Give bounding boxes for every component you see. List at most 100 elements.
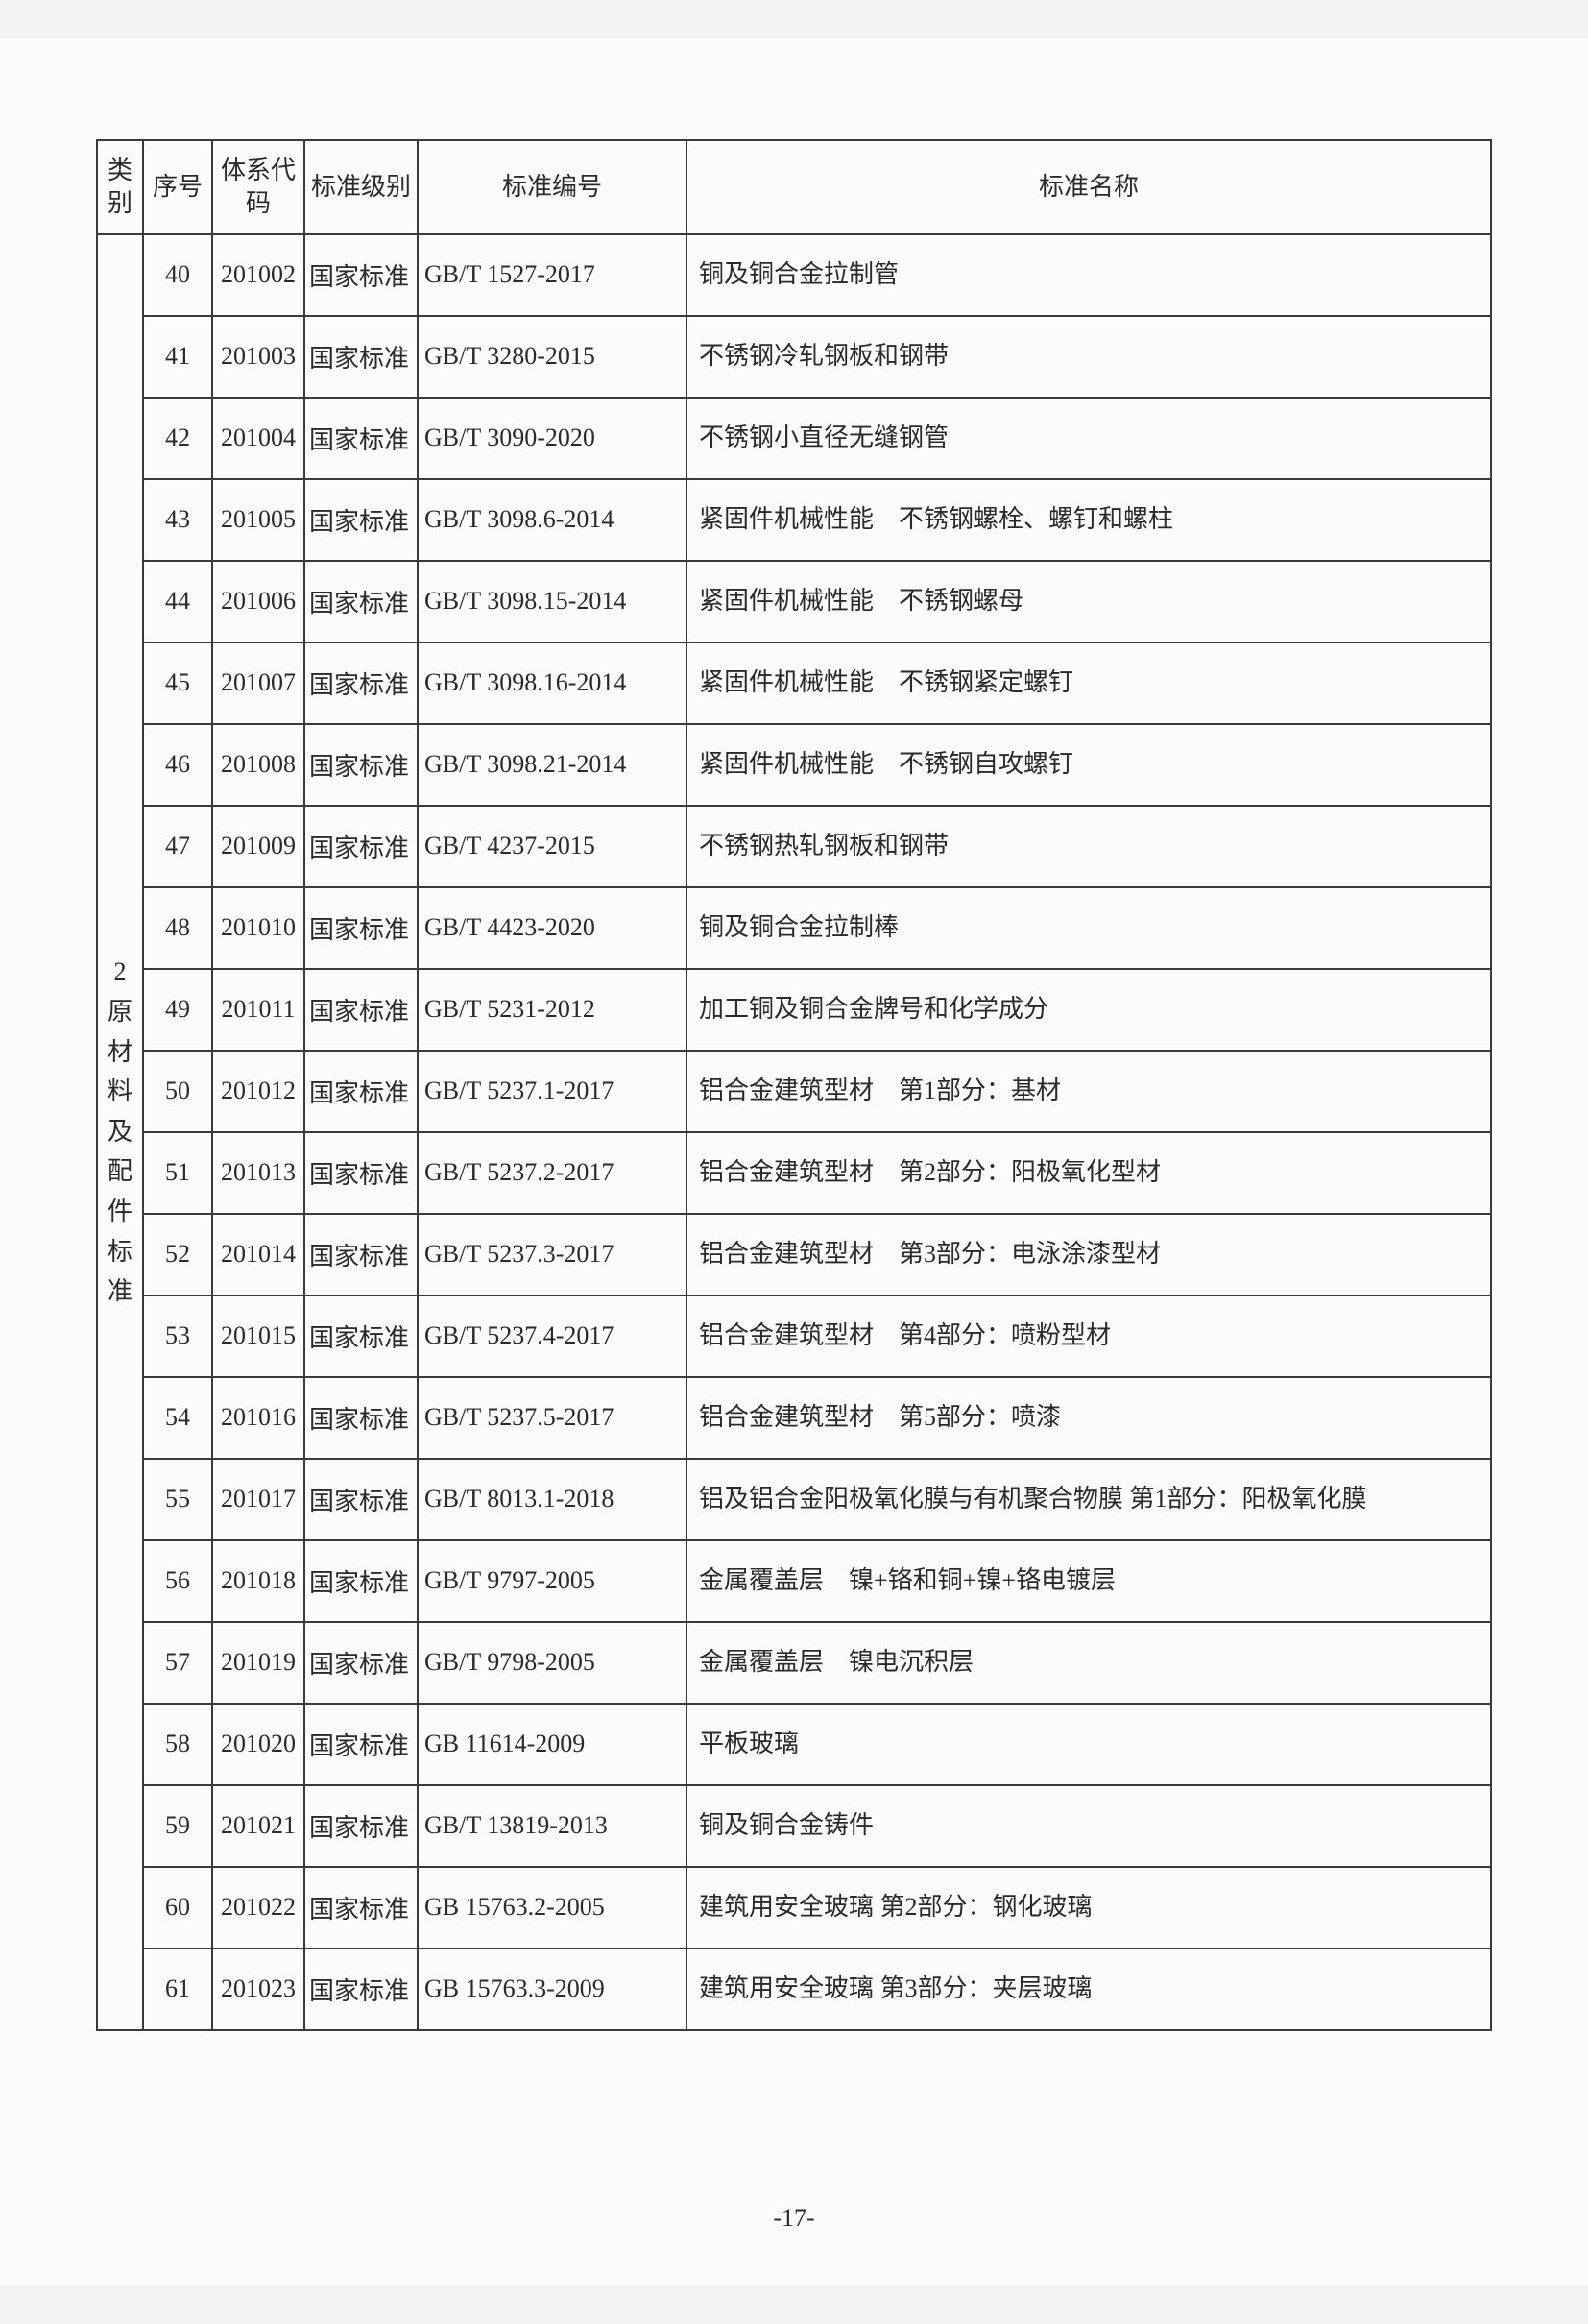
table-row: 42201004国家标准GB/T 3090-2020不锈钢小直径无缝钢管 [97,398,1491,479]
cell-seq: 57 [143,1622,212,1704]
cell-seq: 51 [143,1132,212,1214]
cell-level: 国家标准 [304,398,418,479]
cell-seq: 48 [143,887,212,969]
cell-name: 铝合金建筑型材 第1部分：基材 [686,1051,1491,1132]
table-row: 44201006国家标准GB/T 3098.15-2014紧固件机械性能 不锈钢… [97,561,1491,642]
cell-level: 国家标准 [304,1132,418,1214]
header-seq: 序号 [143,140,212,234]
cell-name: 紧固件机械性能 不锈钢自攻螺钉 [686,724,1491,806]
cell-level: 国家标准 [304,642,418,724]
cell-code: GB 15763.3-2009 [418,1949,686,2030]
table-row: 59201021国家标准GB/T 13819-2013铜及铜合金铸件 [97,1785,1491,1867]
cell-level: 国家标准 [304,234,418,316]
cell-name: 建筑用安全玻璃 第3部分：夹层玻璃 [686,1949,1491,2030]
cell-sys: 201022 [212,1867,304,1949]
cell-seq: 50 [143,1051,212,1132]
cell-sys: 201006 [212,561,304,642]
table-row: 47201009国家标准GB/T 4237-2015不锈钢热轧钢板和钢带 [97,806,1491,887]
cell-level: 国家标准 [304,887,418,969]
cell-name: 铝及铝合金阳极氧化膜与有机聚合物膜 第1部分：阳极氧化膜 [686,1459,1491,1540]
cell-name: 不锈钢小直径无缝钢管 [686,398,1491,479]
table-row: 43201005国家标准GB/T 3098.6-2014紧固件机械性能 不锈钢螺… [97,479,1491,561]
cell-seq: 46 [143,724,212,806]
cell-code: GB 15763.2-2005 [418,1867,686,1949]
cell-level: 国家标准 [304,1295,418,1377]
cell-sys: 201008 [212,724,304,806]
cell-name: 不锈钢热轧钢板和钢带 [686,806,1491,887]
cell-sys: 201014 [212,1214,304,1295]
cell-sys: 201005 [212,479,304,561]
cell-seq: 52 [143,1214,212,1295]
cell-seq: 45 [143,642,212,724]
cell-name: 铝合金建筑型材 第3部分：电泳涂漆型材 [686,1214,1491,1295]
cell-level: 国家标准 [304,724,418,806]
cell-level: 国家标准 [304,1214,418,1295]
cell-name: 紧固件机械性能 不锈钢螺母 [686,561,1491,642]
cell-sys: 201007 [212,642,304,724]
cell-sys: 201021 [212,1785,304,1867]
table-row: 49201011国家标准GB/T 5231-2012加工铜及铜合金牌号和化学成分 [97,969,1491,1051]
cell-name: 不锈钢冷轧钢板和钢带 [686,316,1491,398]
header-name: 标准名称 [686,140,1491,234]
cell-code: GB/T 5231-2012 [418,969,686,1051]
table-row: 2原材料及配件标准40201002国家标准GB/T 1527-2017铜及铜合金… [97,234,1491,316]
cell-code: GB/T 5237.4-2017 [418,1295,686,1377]
cell-sys: 201013 [212,1132,304,1214]
cell-seq: 41 [143,316,212,398]
cell-level: 国家标准 [304,1459,418,1540]
cell-code: GB/T 3098.15-2014 [418,561,686,642]
cell-name: 平板玻璃 [686,1704,1491,1785]
cell-sys: 201003 [212,316,304,398]
table-row: 45201007国家标准GB/T 3098.16-2014紧固件机械性能 不锈钢… [97,642,1491,724]
table-row: 56201018国家标准GB/T 9797-2005金属覆盖层 镍+铬和铜+镍+… [97,1540,1491,1622]
cell-sys: 201023 [212,1949,304,2030]
table-row: 53201015国家标准GB/T 5237.4-2017铝合金建筑型材 第4部分… [97,1295,1491,1377]
cell-code: GB/T 13819-2013 [418,1785,686,1867]
cell-seq: 55 [143,1459,212,1540]
cell-code: GB/T 5237.2-2017 [418,1132,686,1214]
cell-name: 铜及铜合金铸件 [686,1785,1491,1867]
cell-sys: 201009 [212,806,304,887]
cell-level: 国家标准 [304,1051,418,1132]
table-row: 41201003国家标准GB/T 3280-2015不锈钢冷轧钢板和钢带 [97,316,1491,398]
cell-seq: 49 [143,969,212,1051]
table-row: 61201023国家标准GB 15763.3-2009建筑用安全玻璃 第3部分：… [97,1949,1491,2030]
table-row: 48201010国家标准GB/T 4423-2020铜及铜合金拉制棒 [97,887,1491,969]
cell-name: 金属覆盖层 镍电沉积层 [686,1622,1491,1704]
category-cell: 2原材料及配件标准 [97,234,143,2030]
cell-level: 国家标准 [304,1377,418,1459]
cell-level: 国家标准 [304,1704,418,1785]
cell-code: GB/T 4237-2015 [418,806,686,887]
cell-sys: 201012 [212,1051,304,1132]
cell-level: 国家标准 [304,561,418,642]
standards-table: 类别 序号 体系代码 标准级别 标准编号 标准名称 2原材料及配件标准40201… [96,139,1492,2031]
table-row: 54201016国家标准GB/T 5237.5-2017铝合金建筑型材 第5部分… [97,1377,1491,1459]
cell-code: GB/T 3098.6-2014 [418,479,686,561]
table-body: 2原材料及配件标准40201002国家标准GB/T 1527-2017铜及铜合金… [97,234,1491,2030]
cell-name: 紧固件机械性能 不锈钢紧定螺钉 [686,642,1491,724]
cell-seq: 59 [143,1785,212,1867]
cell-sys: 201011 [212,969,304,1051]
table-row: 50201012国家标准GB/T 5237.1-2017铝合金建筑型材 第1部分… [97,1051,1491,1132]
cell-level: 国家标准 [304,1785,418,1867]
cell-name: 铝合金建筑型材 第5部分：喷漆 [686,1377,1491,1459]
table-row: 57201019国家标准GB/T 9798-2005金属覆盖层 镍电沉积层 [97,1622,1491,1704]
document-page: 类别 序号 体系代码 标准级别 标准编号 标准名称 2原材料及配件标准40201… [0,38,1588,2286]
cell-seq: 54 [143,1377,212,1459]
cell-sys: 201018 [212,1540,304,1622]
cell-sys: 201004 [212,398,304,479]
cell-code: GB/T 9798-2005 [418,1622,686,1704]
cell-level: 国家标准 [304,969,418,1051]
table-row: 60201022国家标准GB 15763.2-2005建筑用安全玻璃 第2部分：… [97,1867,1491,1949]
cell-code: GB/T 1527-2017 [418,234,686,316]
cell-name: 铜及铜合金拉制棒 [686,887,1491,969]
cell-code: GB 11614-2009 [418,1704,686,1785]
cell-code: GB/T 3280-2015 [418,316,686,398]
cell-level: 国家标准 [304,1540,418,1622]
cell-code: GB/T 3098.16-2014 [418,642,686,724]
cell-seq: 44 [143,561,212,642]
table-row: 55201017国家标准GB/T 8013.1-2018铝及铝合金阳极氧化膜与有… [97,1459,1491,1540]
cell-sys: 201002 [212,234,304,316]
cell-code: GB/T 3098.21-2014 [418,724,686,806]
table-row: 51201013国家标准GB/T 5237.2-2017铝合金建筑型材 第2部分… [97,1132,1491,1214]
